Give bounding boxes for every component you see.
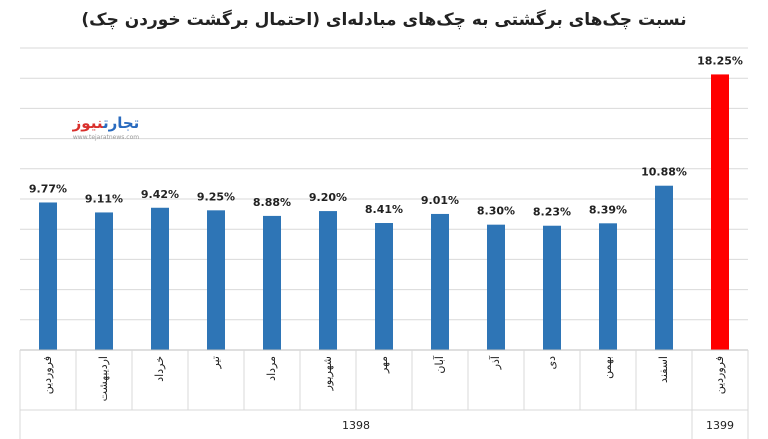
x-tick-label: بهمن	[601, 356, 614, 379]
data-label: 8.23%	[533, 206, 571, 219]
data-label: 8.88%	[253, 196, 291, 209]
logo-text-main: تجارت	[102, 114, 140, 132]
x-tick-label: مهر	[377, 356, 390, 374]
x-tick-label: مرداد	[265, 356, 278, 381]
x-tick-label: اردیبهشت	[97, 356, 110, 401]
bar	[599, 223, 617, 350]
group-label: 1398	[342, 419, 370, 432]
data-label: 18.25%	[697, 54, 743, 67]
bar	[487, 224, 505, 350]
group-label: 1399	[706, 419, 734, 432]
bar	[711, 74, 729, 351]
x-tick-label: خرداد	[153, 356, 166, 382]
x-tick-label: اسفند	[657, 356, 670, 383]
bar	[263, 215, 281, 350]
data-label: 9.42%	[141, 188, 179, 201]
x-tick-label: آذر	[488, 355, 502, 370]
data-label: 9.20%	[309, 191, 347, 204]
data-label: 8.30%	[477, 205, 515, 218]
bar	[151, 207, 169, 350]
chart-title: نسبت چک‌های برگشتی به چک‌های مبادله‌ای (…	[81, 10, 687, 30]
bar	[655, 185, 673, 350]
x-tick-label: دی	[545, 356, 558, 370]
logo-url: www.tejaratnews.com	[72, 134, 140, 141]
tejarat-news-logo: تجارتنیوز www.tejaratnews.com	[62, 114, 150, 148]
bar	[375, 223, 393, 350]
logo-text-accent: نیوز	[72, 114, 103, 132]
data-label: 9.01%	[421, 194, 459, 207]
x-tick-label: شهریور	[321, 356, 334, 391]
data-label: 9.11%	[85, 192, 123, 205]
data-label: 9.77%	[29, 182, 67, 195]
bar	[95, 212, 113, 350]
x-tick-label: فروردین	[713, 356, 726, 394]
bar	[543, 225, 561, 350]
data-label: 8.39%	[589, 203, 627, 216]
data-label: 10.88%	[641, 166, 687, 179]
bar	[319, 211, 337, 350]
bar	[431, 213, 449, 350]
bar	[207, 210, 225, 350]
bar	[39, 202, 57, 350]
x-tick-label: آبان	[432, 355, 446, 373]
x-tick-label: تیر	[209, 356, 222, 369]
data-label: 9.25%	[197, 190, 235, 203]
x-tick-label: فروردین	[41, 356, 54, 394]
data-label: 8.41%	[365, 203, 403, 216]
